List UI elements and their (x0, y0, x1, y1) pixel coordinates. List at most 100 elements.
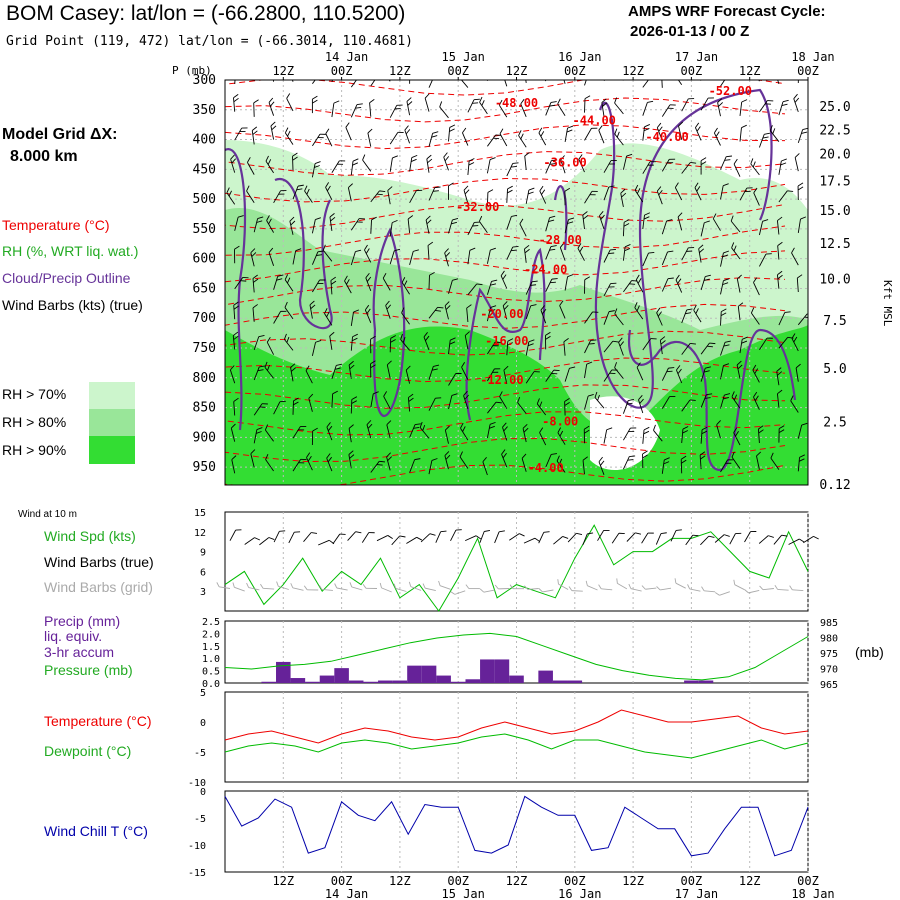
wind-barb (467, 98, 480, 113)
grid-wind-barb-flag (276, 581, 279, 587)
wind-barb (448, 373, 462, 386)
wind-barb-flag (394, 248, 401, 252)
wind-barb (518, 130, 527, 148)
wind-barb-staff (614, 102, 624, 115)
wind-barb-staff (325, 133, 333, 147)
wind-barb-flag (614, 308, 618, 315)
wind-barb-flag (559, 242, 565, 248)
wind-barb (753, 391, 760, 410)
wind-barb-staff (350, 336, 353, 351)
cloud-outline (594, 88, 773, 409)
grid-wind-barb (349, 582, 363, 591)
wind-barb (423, 332, 430, 351)
wind-barb-flag (591, 190, 598, 192)
wind-barb (661, 219, 673, 235)
wind-barb-staff (622, 246, 626, 261)
wind-barb (614, 97, 624, 115)
wind-barb-staff (559, 247, 566, 261)
wind-barb-flag (507, 338, 514, 342)
wind-panel-title: Wind at 10 m (18, 509, 77, 520)
wind-barb-staff (758, 221, 763, 236)
wind-barb-flag (797, 274, 803, 279)
wind-barb-flag (427, 158, 433, 164)
wind-barb-flag (386, 420, 392, 426)
wind-barb-staff (739, 101, 743, 116)
wind-barb-flag (490, 283, 497, 286)
surface-wind-barb (244, 537, 261, 545)
wind-barb-staff (739, 187, 748, 201)
wind-barb-flag (704, 397, 711, 399)
wind-barb-staff (674, 187, 683, 201)
wind-barb-flag (481, 100, 485, 106)
wind-barb-flag (423, 332, 428, 338)
temperature-contour-label: -32.00 (456, 200, 499, 214)
wind-barb-flag (366, 420, 372, 425)
wind-barb-flag (382, 272, 387, 279)
wind-barb (233, 301, 240, 320)
wind-barb (409, 189, 423, 204)
wind-barb (797, 422, 808, 439)
surface-wind-barb-flag (484, 530, 491, 532)
wind-barb-staff (502, 80, 508, 87)
wind-barb (409, 423, 421, 438)
wind-barb-staff (365, 277, 372, 292)
windchill-tick-label: 0 (200, 787, 206, 798)
surface-wind-barb-staff (391, 535, 401, 546)
wind-barb (499, 128, 508, 147)
wind-barb-staff (545, 160, 552, 174)
surface-wind-barb (523, 537, 540, 544)
grid-wind-barb-staff (454, 590, 466, 595)
wind-barb-flag (721, 308, 727, 313)
wind-barb-flag (600, 214, 605, 220)
wind-barb-staff (467, 283, 478, 296)
wind-barb-flag (780, 162, 787, 166)
wind-barb-flag (259, 406, 266, 408)
temperature-contour-line (225, 330, 786, 356)
precip-bar (290, 678, 306, 683)
wind-barb-flag (502, 274, 507, 280)
wind-barb-staff (405, 369, 411, 384)
surface-wind-barb (773, 534, 788, 545)
dewpoint-line (224, 733, 809, 759)
wind-barb-flag (512, 245, 519, 248)
wind-barb (736, 360, 743, 379)
wind-barb-staff (603, 429, 608, 444)
wind-barb-flag (300, 458, 307, 461)
wind-barb-staff (622, 155, 627, 170)
wind-barb (265, 155, 274, 174)
wind-barb-staff (503, 370, 508, 384)
wind-barb-flag (588, 73, 594, 77)
wind-barb-flag (463, 185, 469, 191)
wind-barb (795, 363, 801, 382)
surface-wind-barb-staff (318, 539, 330, 546)
windchill-tick-label: -10 (188, 841, 206, 852)
wind-barb-flag (449, 341, 456, 345)
wind-barb (635, 274, 644, 293)
wind-barb-flag (523, 427, 529, 433)
wind-barb (250, 449, 256, 468)
wind-barb-flag (292, 152, 298, 157)
wind-barb (712, 213, 721, 231)
surface-wind-barb (494, 530, 505, 544)
surface-wind-barb (655, 532, 667, 545)
wind-barb-flag (360, 73, 366, 78)
wind-barb-flag (698, 244, 704, 250)
wind-barb-staff (462, 132, 469, 146)
surface-wind-barb-staff (538, 532, 545, 544)
wind-barb-flag (262, 67, 268, 72)
wind-barb-flag (777, 389, 783, 395)
wind-speed-tick-label: 6 (200, 567, 206, 578)
wind-barb (642, 338, 657, 351)
wind-barb-staff (486, 307, 491, 322)
wind-barb-staff (797, 313, 808, 326)
precip-bar (465, 679, 481, 683)
wind-barb-flag (723, 396, 730, 400)
wind-barb-staff (419, 427, 430, 439)
precip-bar (480, 659, 495, 683)
wind-barb-flag (556, 455, 560, 462)
grid-wind-barb-staff (410, 586, 422, 591)
wind-barb (448, 278, 459, 294)
surface-wind-barb (435, 530, 447, 543)
bottom-time-tick-label: 12Z (389, 874, 411, 888)
wind-barb (739, 99, 748, 116)
